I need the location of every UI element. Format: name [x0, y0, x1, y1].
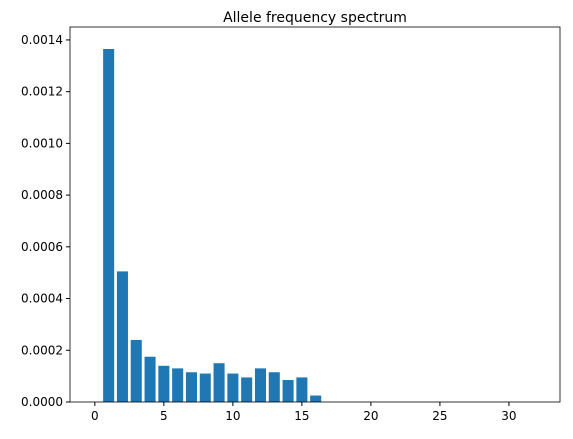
y-tick-label: 0.0010: [21, 136, 63, 150]
x-tick-label: 0: [91, 409, 99, 423]
y-tick-label: 0.0014: [21, 33, 63, 47]
x-tick-label: 30: [501, 409, 516, 423]
bar: [199, 373, 211, 402]
bar: [227, 373, 239, 402]
bar: [116, 271, 128, 402]
bar: [213, 363, 225, 402]
x-tick-label: 20: [363, 409, 378, 423]
bar: [310, 395, 322, 402]
x-tick-label: 15: [294, 409, 309, 423]
bar: [130, 339, 142, 402]
bar: [268, 372, 280, 402]
bar: [254, 368, 266, 402]
bar: [296, 377, 308, 402]
x-tick-label: 10: [225, 409, 240, 423]
y-tick-label: 0.0006: [21, 240, 63, 254]
bar: [172, 368, 184, 402]
y-tick-label: 0.0004: [21, 292, 63, 306]
bar: [185, 372, 197, 402]
bar: [144, 356, 156, 402]
y-tick-label: 0.0012: [21, 85, 63, 99]
bar: [103, 48, 115, 402]
plot-frame: [69, 26, 561, 403]
y-tick-label: 0.0008: [21, 188, 63, 202]
bar: [241, 377, 253, 402]
x-tick-label: 5: [160, 409, 168, 423]
chart-title: Allele frequency spectrum: [223, 10, 407, 26]
x-tick-label: 25: [432, 409, 447, 423]
y-tick-label: 0.0000: [21, 395, 63, 409]
bar: [282, 380, 294, 402]
y-tick-label: 0.0002: [21, 343, 63, 357]
bar: [158, 365, 170, 402]
